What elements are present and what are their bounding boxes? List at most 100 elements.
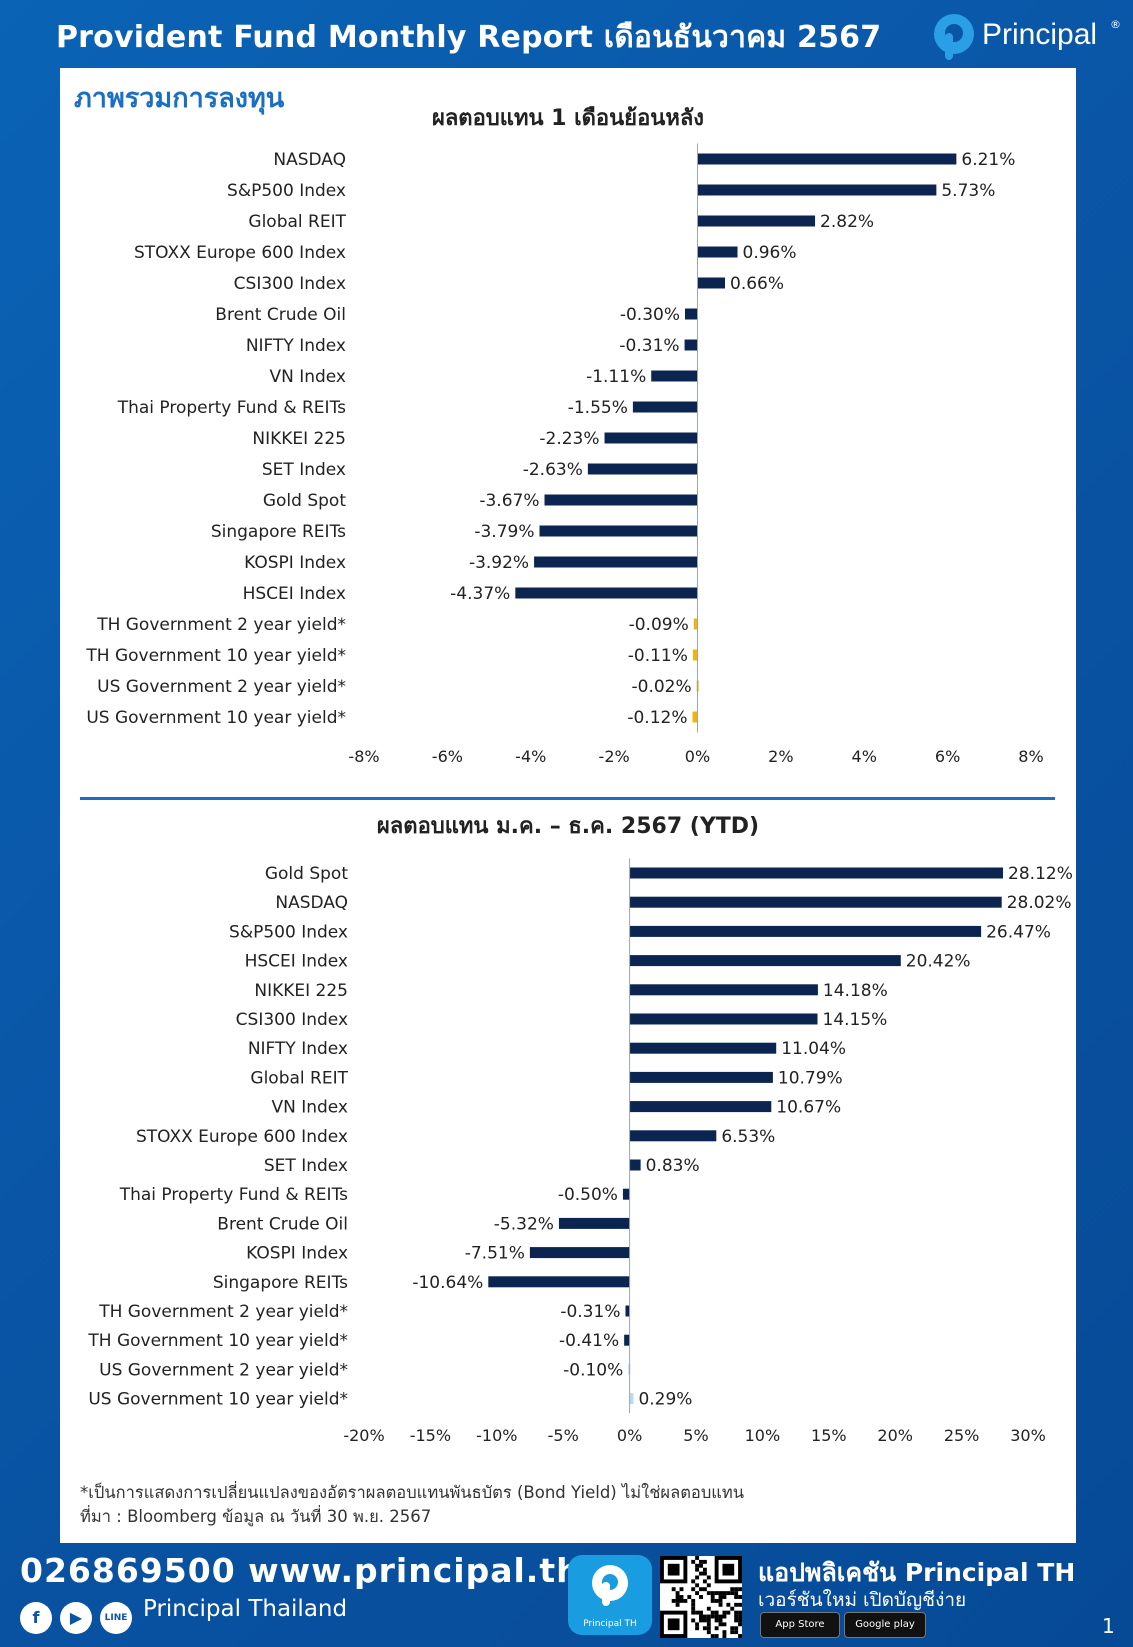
bar [488, 1276, 630, 1288]
qr-code-icon[interactable] [660, 1556, 742, 1638]
qr-module [714, 1634, 719, 1638]
facebook-icon[interactable]: f [20, 1602, 52, 1634]
category-label: NIKKEI 225 [252, 429, 346, 449]
data-label: -0.50% [558, 1185, 618, 1205]
bar [693, 618, 698, 630]
qr-module [738, 1610, 742, 1615]
x-tick-label: 4% [852, 747, 877, 766]
bar [629, 896, 1002, 908]
app-store-badge[interactable]: App Store [760, 1612, 840, 1638]
qr-module [730, 1606, 735, 1611]
qr-module [702, 1559, 707, 1564]
category-label: NIKKEI 225 [254, 981, 348, 1001]
qr-module [714, 1614, 719, 1619]
data-label: -0.09% [629, 615, 689, 635]
social-name: Principal Thailand [143, 1596, 348, 1622]
source-note: ที่มา : Bloomberg ข้อมูล ณ วันที่ 30 พ.ย… [80, 1507, 432, 1526]
bar [629, 1042, 777, 1054]
x-tick-label: -4% [515, 747, 546, 766]
qr-module [679, 1587, 684, 1592]
qr-module [714, 1598, 719, 1603]
bar [692, 711, 698, 723]
bond-yield-footnote: *เป็นการแสดงการเปลี่ยนแปลงของอัตราผลตอบแ… [80, 1483, 745, 1502]
qr-module [671, 1587, 676, 1592]
category-label: NASDAQ [273, 150, 346, 170]
content-panel [60, 68, 1076, 1543]
qr-module [679, 1595, 684, 1599]
qr-module [738, 1618, 742, 1623]
x-tick-label: -20% [343, 1426, 384, 1445]
data-label: -1.55% [568, 398, 628, 418]
qr-module [699, 1614, 703, 1619]
contact-line[interactable]: 026869500 www.principal.th [20, 1551, 581, 1590]
qr-module [722, 1622, 727, 1627]
category-label: S&P500 Index [227, 181, 346, 201]
qr-module [722, 1630, 727, 1635]
category-label: SET Index [264, 1156, 348, 1176]
data-label: -2.23% [539, 429, 599, 449]
category-label: VN Index [271, 1098, 348, 1118]
bar [629, 955, 901, 967]
category-label: TH Government 2 year yield* [98, 1302, 348, 1322]
bar [697, 277, 726, 289]
data-label: -0.30% [620, 305, 680, 325]
bar [629, 925, 982, 937]
x-tick-label: 5% [683, 1426, 708, 1445]
registered-mark: ® [1110, 18, 1121, 31]
data-label: 28.12% [1008, 864, 1073, 884]
category-label: TH Government 10 year yield* [85, 646, 346, 666]
youtube-icon[interactable]: ▶ [60, 1602, 92, 1634]
qr-module [699, 1595, 703, 1599]
qr-module [710, 1591, 715, 1596]
qr-module [722, 1614, 727, 1619]
bar [697, 184, 937, 196]
data-label: 10.67% [776, 1098, 841, 1118]
bar [534, 556, 698, 568]
qr-module [675, 1591, 680, 1596]
qr-module [675, 1602, 680, 1607]
qr-module [714, 1591, 719, 1596]
qr-module [679, 1598, 684, 1603]
category-label: TH Government 2 year yield* [96, 615, 346, 635]
data-label: -2.63% [523, 460, 583, 480]
x-tick-label: -6% [432, 747, 463, 766]
qr-module [706, 1583, 711, 1588]
bar [629, 1159, 641, 1171]
chart-1m-title: ผลตอบแทน 1 เดือนย้อนหลัง [431, 106, 705, 131]
qr-module [710, 1634, 715, 1638]
data-label: -0.41% [559, 1331, 619, 1351]
x-tick-label: 0% [617, 1426, 642, 1445]
category-label: US Government 10 year yield* [86, 708, 346, 728]
category-label: SET Index [262, 460, 346, 480]
category-label: Thai Property Fund & REITs [117, 398, 346, 418]
qr-module [706, 1630, 711, 1635]
category-label: HSCEI Index [245, 952, 348, 972]
page-number: 1 [1102, 1614, 1115, 1638]
category-label: US Government 2 year yield* [97, 677, 346, 697]
qr-module [706, 1606, 711, 1611]
report-header: Provident Fund Monthly Report เดือนธันวา… [0, 0, 1133, 68]
app-icon[interactable]: Principal TH [568, 1555, 652, 1635]
x-tick-label: 30% [1010, 1426, 1046, 1445]
google-play-badge[interactable]: Google play [844, 1612, 926, 1638]
qr-module [734, 1610, 739, 1615]
bar [684, 308, 698, 320]
qr-module [691, 1610, 696, 1615]
x-tick-label: -2% [599, 747, 630, 766]
qr-module [722, 1591, 727, 1596]
qr-module [722, 1595, 727, 1599]
chart-ytd-title: ผลตอบแทน ม.ค. – ธ.ค. 2567 (YTD) [376, 814, 760, 839]
category-label: NASDAQ [275, 893, 348, 913]
line-icon[interactable]: LINE [100, 1602, 132, 1634]
x-tick-label: 8% [1018, 747, 1043, 766]
data-label: 11.04% [781, 1039, 846, 1059]
category-label: US Government 10 year yield* [88, 1390, 348, 1410]
qr-module [718, 1591, 723, 1596]
qr-module [702, 1614, 707, 1619]
qr-module [710, 1610, 715, 1615]
bar [587, 463, 698, 475]
qr-module [691, 1559, 696, 1564]
qr-module [714, 1610, 719, 1615]
category-label: Global REIT [250, 1068, 348, 1088]
bar [697, 246, 738, 258]
